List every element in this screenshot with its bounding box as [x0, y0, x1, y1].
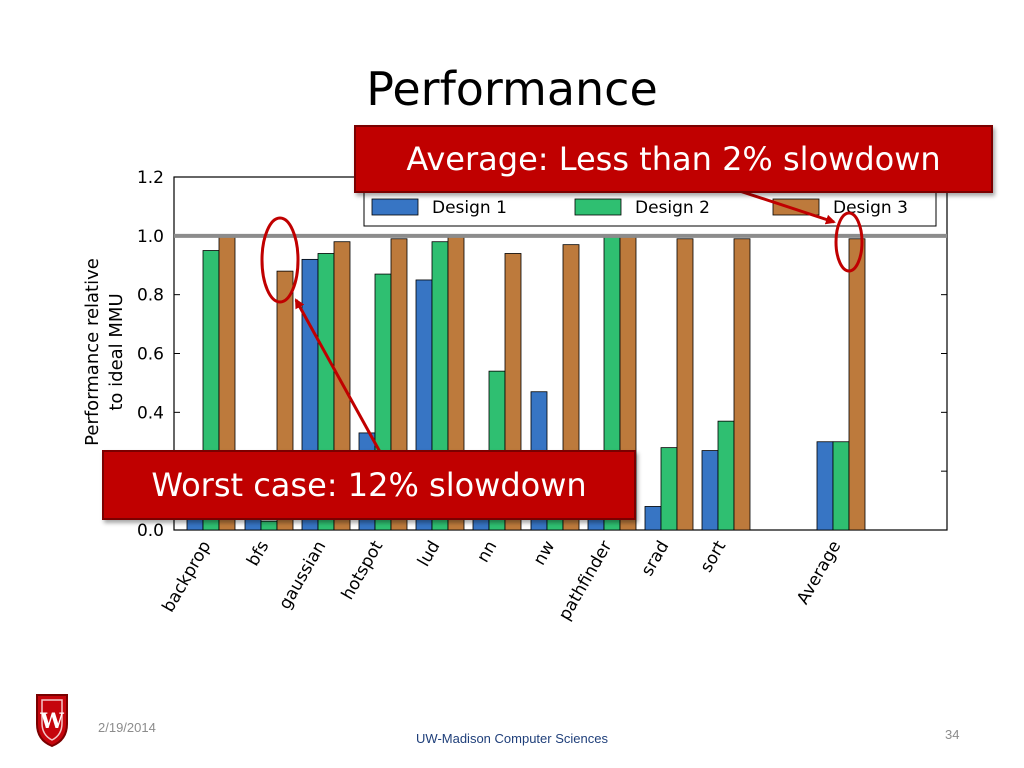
- page-number: 34: [945, 727, 960, 742]
- bar-design1-average: [816, 441, 834, 531]
- legend-swatch-2: [574, 198, 622, 216]
- legend-swatch-1: [371, 198, 419, 216]
- bar-design1-sort: [701, 450, 719, 531]
- x-tick-label-pathfinder: pathfinder: [555, 537, 617, 624]
- y-tick-label: 0.4: [137, 403, 164, 423]
- legend-label-1: Design 1: [432, 198, 507, 218]
- x-tick-label-sort: sort: [697, 537, 731, 576]
- bar-design2-average: [832, 441, 850, 531]
- footer-organization: UW-Madison Computer Sciences: [416, 731, 608, 746]
- bar-design2-srad: [660, 447, 678, 531]
- x-tick-label-hotspot: hotspot: [338, 537, 388, 603]
- uw-crest-logo: W: [36, 694, 68, 748]
- x-tick-label-srad: srad: [637, 538, 673, 580]
- x-tick-label-nn: nn: [473, 538, 501, 567]
- worst-case-arrow: [294, 298, 382, 453]
- average-slowdown-callout: Average: Less than 2% slowdown: [354, 125, 993, 193]
- y-axis-title-line-1: Performance relative: [82, 258, 103, 446]
- y-tick-label: 1.2: [137, 168, 164, 188]
- y-tick-label: 0.8: [137, 286, 164, 306]
- bfs-highlight-ellipse: [260, 216, 300, 304]
- bar-design2-bfs: [260, 520, 278, 531]
- y-axis-title-line-2: to ideal MMU: [106, 293, 127, 410]
- x-tick-label-backprop: backprop: [159, 538, 216, 616]
- x-tick-label-bfs: bfs: [243, 537, 273, 569]
- x-tick-label-average: Average: [793, 538, 845, 608]
- y-tick-label: 0.0: [137, 521, 164, 541]
- average-highlight-ellipse: [834, 211, 864, 273]
- legend-label-2: Design 2: [635, 198, 710, 218]
- bar-design2-sort: [717, 420, 735, 531]
- legend-swatch-3: [772, 198, 820, 216]
- bar-design3-average: [848, 238, 866, 531]
- bar-design1-srad: [644, 506, 662, 531]
- y-tick-label: 1.0: [137, 227, 164, 247]
- y-tick-label: 0.6: [137, 345, 164, 365]
- slide-title: Performance: [366, 62, 658, 116]
- x-tick-label-gaussian: gaussian: [275, 538, 330, 613]
- footer-date: 2/19/2014: [98, 720, 156, 735]
- x-tick-label-lud: lud: [414, 538, 444, 571]
- worst-case-callout: Worst case: 12% slowdown: [102, 450, 636, 520]
- crest-letter: W: [39, 708, 64, 733]
- bar-design3-sort: [733, 238, 751, 531]
- bar-design3-srad: [676, 238, 694, 531]
- x-tick-label-nw: nw: [530, 537, 560, 568]
